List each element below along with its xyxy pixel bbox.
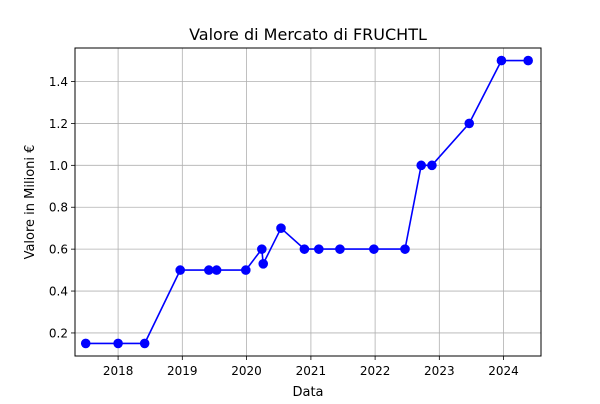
- y-axis-label: Valore in Milioni €: [23, 145, 38, 260]
- data-point: [211, 265, 222, 275]
- x-tick-label: 2020: [231, 364, 262, 378]
- chart-title: Valore di Mercato di FRUCHTL: [189, 25, 427, 44]
- data-point: [113, 338, 123, 349]
- y-tick-label: 0.6: [49, 243, 68, 257]
- x-axis-label: Data: [292, 385, 323, 400]
- data-point: [241, 265, 251, 275]
- y-tick-label: 1.0: [49, 159, 68, 173]
- y-tick-label: 1.2: [49, 117, 68, 131]
- data-point: [314, 244, 324, 254]
- y-tick-label: 0.2: [49, 326, 68, 340]
- data-point: [276, 223, 286, 233]
- x-tick-label: 2024: [488, 364, 519, 378]
- data-point: [80, 338, 91, 349]
- data-point: [427, 160, 437, 171]
- data-point: [139, 338, 150, 349]
- data-point: [464, 118, 475, 129]
- x-tick-label: 2019: [167, 364, 198, 378]
- y-tick-label: 0.8: [49, 201, 68, 215]
- data-point: [175, 265, 185, 275]
- data-point: [416, 160, 427, 171]
- data-point: [523, 55, 533, 66]
- axes: 2018 2019 2020 2021 2022 2023 2024 0.2 0.4 0.6 0.8…: [49, 75, 519, 378]
- data-point: [496, 55, 507, 66]
- y-tick-label: 1.4: [49, 75, 68, 89]
- series-layer: [80, 55, 533, 349]
- x-tick-label: 2022: [360, 364, 391, 378]
- data-point: [335, 244, 345, 254]
- data-point: [400, 244, 410, 254]
- plot-frame: [74, 47, 542, 357]
- data-point: [258, 259, 269, 269]
- x-tick-label: 2021: [296, 364, 327, 378]
- data-point: [369, 244, 379, 254]
- data-point: [257, 244, 267, 254]
- y-tick-label: 0.4: [49, 285, 68, 299]
- data-point: [299, 244, 310, 254]
- x-tick-label: 2023: [424, 364, 455, 378]
- x-tick-label: 2018: [103, 364, 134, 378]
